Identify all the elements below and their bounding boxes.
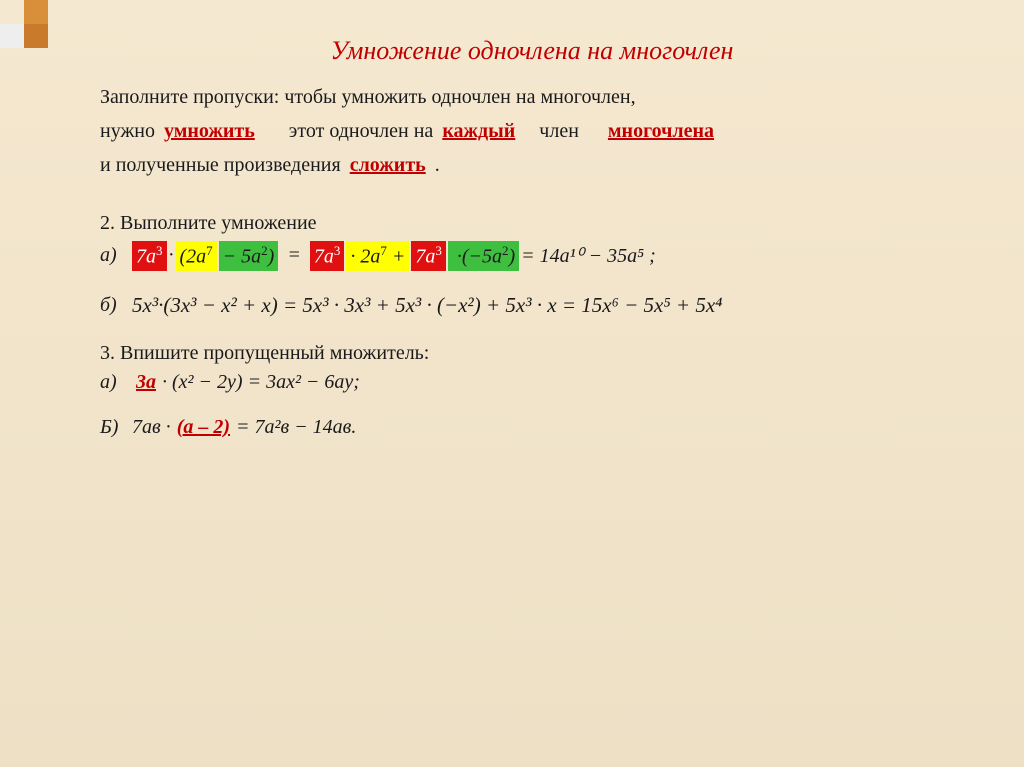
blank-multiply: умножить [160, 120, 259, 142]
task3: 3. Впишите пропущенный множитель: а) 3a … [100, 342, 964, 439]
task3-b-label: Б) [100, 416, 130, 439]
task2-b-expr: 5x³·(3x³ − x² + x) = 5x³ · 3x³ + 5x³ · (… [132, 293, 722, 318]
task2-a: а) 7a3 · (2a7 − 5a2) = 7a3 · 2a7 + 7a3 ·… [100, 241, 964, 271]
slide-content: Умножение одночлена на многочлен Заполни… [0, 0, 1024, 439]
eq-1: = [287, 244, 301, 267]
rule-line2b: этот одночлен на [289, 120, 434, 142]
task2-head: 2. Выполните умножение [100, 212, 964, 235]
rule-line2c: член [539, 120, 579, 142]
slide-corner-deco [0, 0, 60, 60]
rule-line2a: нужно [100, 120, 155, 142]
rule-line3a: и полученные произведения [100, 154, 341, 176]
task2-b-label: б) [100, 294, 130, 317]
task3-b-answer: (a – 2) [173, 416, 234, 439]
rule-line1: Заполните пропуски: чтобы умножить одноч… [100, 86, 636, 108]
blank-each: каждый [438, 120, 519, 142]
hl-monomial-2: 7a3 [310, 241, 345, 271]
hl-monomial-1: 7a3 [132, 241, 167, 271]
task3-a: а) 3a · (x² − 2y) = 3ax² − 6ay; [100, 371, 964, 394]
task3-a-label: а) [100, 371, 130, 394]
hl-expand-1: · 2a7 + [346, 241, 409, 271]
rule-text: Заполните пропуски: чтобы умножить одноч… [100, 80, 964, 182]
task3-b-rest: = 7a²в − 14aв. [236, 416, 356, 439]
hl-term-1: (2a7 [176, 241, 217, 271]
blank-polynomial: многочлена [604, 120, 718, 142]
task2-a-label: а) [100, 244, 130, 267]
task3-head: 3. Впишите пропущенный множитель: [100, 342, 964, 365]
task3-a-rest: · (x² − 2y) = 3ax² − 6ay; [162, 371, 360, 394]
dot-1: · [169, 244, 174, 267]
hl-monomial-3: 7a3 [411, 241, 446, 271]
slide-title: Умножение одночлена на многочлен [100, 36, 964, 66]
task2: 2. Выполните умножение а) 7a3 · (2a7 − 5… [100, 212, 964, 318]
rule-line3b: . [435, 154, 440, 176]
task2-b: б) 5x³·(3x³ − x² + x) = 5x³ · 3x³ + 5x³ … [100, 293, 964, 318]
task2-a-result: = 14a¹⁰ − 35a⁵ ; [521, 243, 656, 268]
hl-expand-2: ·(−5a2) [448, 241, 519, 271]
task3-b-lead: 7aв · [132, 416, 171, 439]
blank-add: сложить [346, 154, 430, 176]
hl-term-2: − 5a2) [219, 241, 279, 271]
task3-b: Б) 7aв · (a – 2) = 7a²в − 14aв. [100, 416, 964, 439]
task3-a-answer: 3a [132, 371, 160, 394]
